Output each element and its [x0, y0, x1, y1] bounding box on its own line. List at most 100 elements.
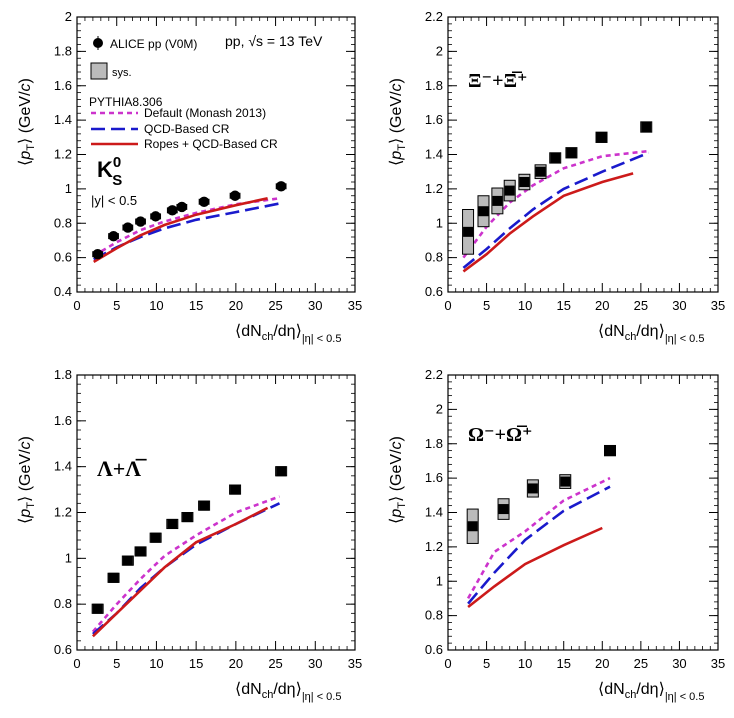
series-ropes-line: [462, 172, 634, 273]
x-axis-title: ⟨dNch/dη⟩|η| < 0.5: [598, 681, 704, 703]
x-tick-label: 30: [308, 656, 322, 671]
plot-frame: [447, 374, 719, 651]
series-qcd-line: [462, 151, 650, 269]
x-tick-label: 20: [595, 298, 609, 313]
x-tick-label: 15: [556, 656, 570, 671]
y-axis-title: ⟨pT⟩ (GeV/c): [17, 436, 37, 524]
series-ropes-line: [91, 506, 269, 638]
data-point: [150, 532, 161, 543]
data-point: [596, 132, 607, 143]
data-point: [467, 521, 478, 532]
particle-label-xi: Ξ⁻+Ξ̅⁺: [468, 70, 528, 92]
energy-label: pp, √s = 13 TeV: [225, 33, 323, 49]
x-axis-title: ⟨dNch/dη⟩|η| < 0.5: [598, 323, 704, 345]
y-axis-title: ⟨pT⟩ (GeV/c): [388, 78, 408, 166]
y-tick-label: 1.4: [425, 147, 443, 162]
x-tick-label: 10: [149, 298, 163, 313]
data-point: [519, 177, 530, 187]
y-tick-label: 1.6: [425, 112, 443, 127]
x-tick-label: 15: [189, 298, 203, 313]
y-tick-label: 1.8: [54, 43, 72, 58]
y-tick-label: 2.2: [425, 9, 443, 24]
plot-frame: [76, 374, 356, 651]
y-tick-label: 1.8: [425, 78, 443, 93]
y-tick-label: 1: [65, 550, 72, 565]
x-tick-label: 5: [483, 298, 490, 313]
data-point: [92, 248, 103, 260]
y-tick-label: 0.8: [54, 596, 72, 611]
x-tick-label: 0: [444, 298, 451, 313]
panel-k0s-legend: ALICE pp (V0M) sys. pp, √s = 13 TeV PYTH…: [89, 33, 323, 208]
y-tick-label: 0.4: [54, 284, 72, 299]
data-point: [122, 555, 133, 566]
y-tick-label: 1.4: [54, 112, 72, 127]
series-default-line: [462, 149, 649, 259]
series-qcd-line: [93, 202, 280, 261]
x-tick-label: 20: [229, 298, 243, 313]
x-tick-label: 35: [711, 298, 725, 313]
x-tick-label: 20: [595, 656, 609, 671]
x-tick-label: 10: [518, 656, 532, 671]
legend-sys-label: sys.: [112, 67, 132, 79]
x-tick-label: 5: [113, 298, 120, 313]
particle-label-k0s: K0 S: [97, 154, 122, 189]
y-tick-label: 2: [436, 43, 443, 58]
panel-xi: 0 5 10 15 20 25 30 35 0.6 0.8 1 1.2 1.4 1.6 1.8 2 2.2 ⟨dN…: [388, 9, 725, 345]
legend-sys-box: [90, 62, 108, 80]
y-tick-label: 1.2: [54, 505, 72, 520]
x-tick-label: 10: [518, 298, 532, 313]
x-tick-label: 25: [634, 298, 648, 313]
y-tick-label: 1: [436, 573, 443, 588]
data-point: [182, 512, 193, 523]
data-point: [229, 190, 241, 201]
x-tick-label: 35: [348, 298, 362, 313]
series-default-line: [466, 476, 611, 600]
x-tick-label: 30: [308, 298, 322, 313]
x-axis-title: ⟨dNch/dη⟩|η| < 0.5: [235, 323, 341, 345]
y-tick-label: 0.8: [425, 608, 443, 623]
y-tick-label: 0.8: [425, 250, 443, 265]
data-point: [527, 483, 538, 494]
data-point: [605, 445, 615, 456]
x-tick-label: 15: [556, 298, 570, 313]
y-tick-label: 0.6: [54, 250, 72, 265]
panel-omega: 0 5 10 15 20 25 30 35 0.6 0.8 1 1.2 1.4 1.6 1.8 2 2.2 ⟨dN…: [388, 367, 725, 703]
y-tick-label: 0.8: [54, 215, 72, 230]
data-point: [122, 222, 134, 233]
particle-label-omega: Ω⁻+Ω̅⁺: [468, 424, 533, 446]
x-tick-label: 25: [268, 656, 282, 671]
data-point: [566, 147, 577, 158]
x-axis-title: ⟨dNch/dη⟩|η| < 0.5: [235, 681, 341, 703]
x-tick-label: 35: [711, 656, 725, 671]
data-point: [199, 500, 210, 511]
y-tick-label: 1: [65, 181, 72, 196]
data-point: [276, 466, 287, 477]
data-point: [167, 205, 178, 216]
legend-data-label: ALICE pp (V0M): [110, 37, 197, 51]
data-point: [150, 211, 161, 222]
data-point: [275, 181, 287, 192]
x-tick-label: 0: [73, 656, 80, 671]
data-point: [135, 216, 146, 227]
particle-label-lambda: Λ+Λ̅: [97, 456, 147, 481]
y-tick-label: 1.6: [54, 413, 72, 428]
y-tick-label: 0.6: [425, 642, 443, 657]
x-tick-label: 5: [483, 656, 490, 671]
x-tick-label: 0: [444, 656, 451, 671]
y-tick-label: 1.8: [425, 436, 443, 451]
data-point: [176, 201, 188, 213]
data-point: [230, 484, 241, 495]
data-point: [167, 518, 178, 529]
data-point: [641, 122, 652, 132]
y-axis-title: ⟨pT⟩ (GeV/c): [388, 436, 408, 524]
data-point: [108, 572, 119, 583]
x-tick-label: 35: [348, 656, 362, 671]
data-point: [504, 185, 515, 196]
x-tick-label: 10: [149, 656, 163, 671]
data-point: [135, 546, 146, 557]
data-point: [108, 230, 119, 242]
x-tick-label: 5: [113, 656, 120, 671]
series-qcd-line: [467, 485, 611, 605]
panel-lambda: 0 5 10 15 20 25 30 35 0.6 0.8 1 1.2 1.4 1.6 1.8 ⟨dNch/d…: [17, 367, 362, 703]
